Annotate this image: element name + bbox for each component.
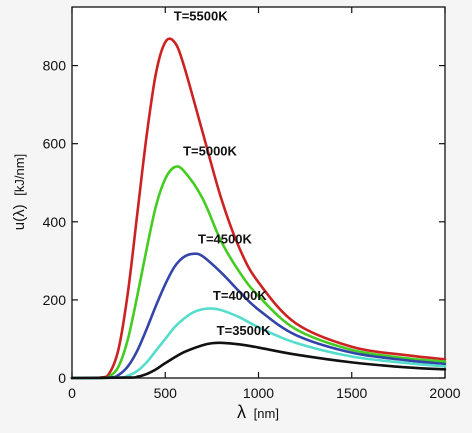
x-axis-unit: [nm] [254, 406, 279, 421]
annotation-layer: T=5500K T=5000K T=4500K T=4000K T=3500K [174, 9, 271, 338]
series-line-t-4500k [70, 252, 447, 380]
x-axis-symbol: λ [237, 402, 246, 422]
y-tick-label: 800 [43, 58, 67, 74]
y-tick-label: 600 [43, 136, 67, 152]
x-tick-label: 1500 [336, 385, 367, 401]
y-axis-unit: [kJ/nm] [12, 154, 27, 196]
series-line-t-3500k [70, 341, 447, 380]
y-tick-label: 0 [58, 370, 66, 386]
series-label-t-5500k: T=5500K [174, 9, 228, 24]
y-axis-label: u(λ) [kJ/nm] [11, 154, 28, 230]
series-line-t-5000k [70, 165, 447, 380]
y-tick-label: 400 [43, 214, 67, 230]
x-tick-label: 1000 [243, 385, 274, 401]
y-axis-symbol: u(λ) [11, 204, 28, 230]
series-layer [70, 37, 447, 380]
y-tick-label: 200 [43, 292, 67, 308]
ticks-layer: 0 500 1000 1500 2000 0 200 400 600 800 [43, 7, 461, 401]
series-label-t-4500k: T=4500K [198, 231, 252, 246]
x-tick-label: 500 [154, 385, 178, 401]
series-label-t-5000k: T=5000K [183, 143, 237, 158]
series-line-t-4000k [70, 307, 447, 380]
x-axis-label: λ [nm] [237, 402, 279, 422]
series-line-t-5500k [70, 37, 447, 380]
x-tick-label: 0 [68, 385, 76, 401]
series-label-t-3500k: T=3500K [217, 323, 271, 338]
series-label-t-4000k: T=4000K [213, 288, 267, 303]
x-tick-label: 2000 [429, 385, 460, 401]
